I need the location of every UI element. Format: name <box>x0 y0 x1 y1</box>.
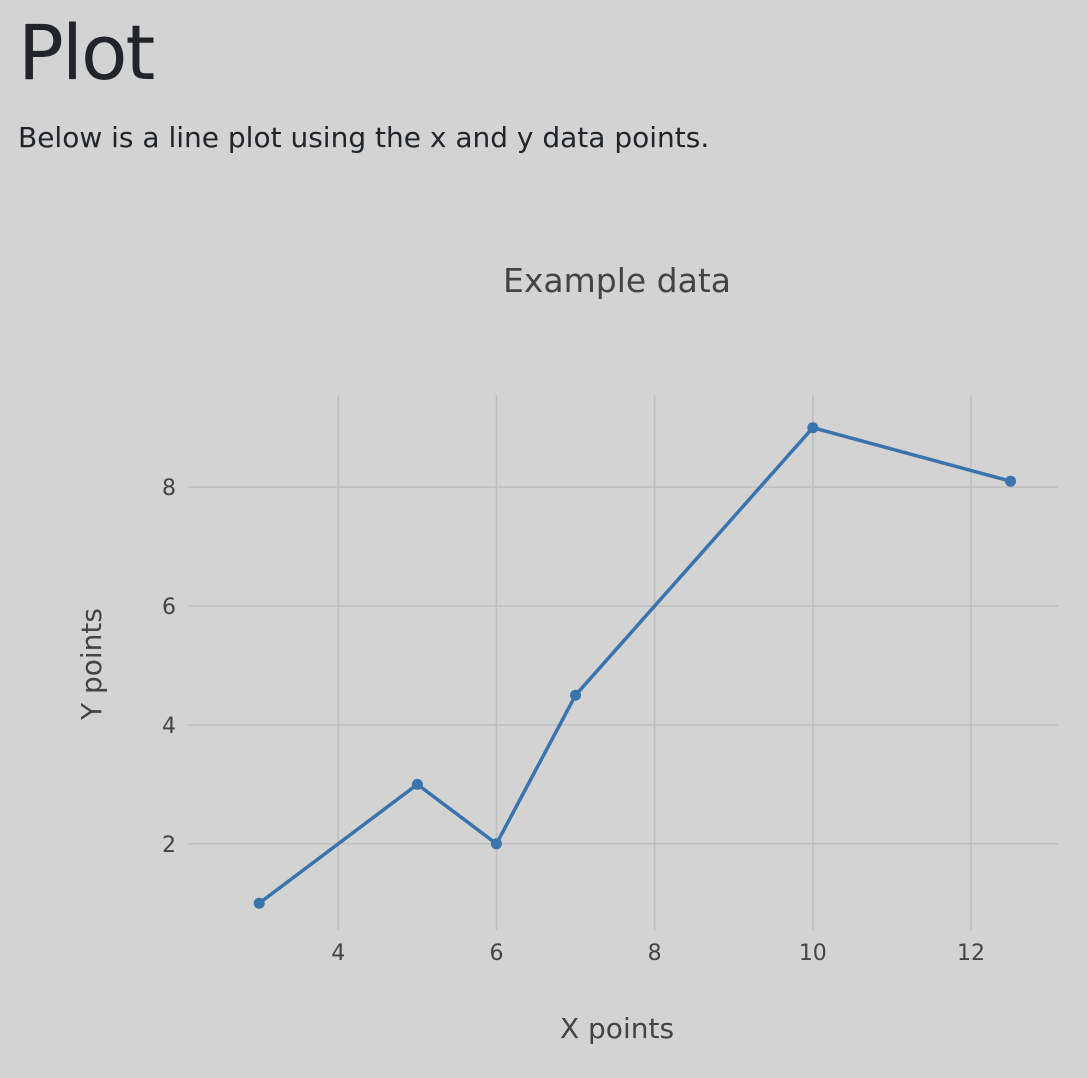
y-tick-label: 8 <box>162 476 176 501</box>
x-axis-label: X points <box>560 1012 674 1045</box>
data-point <box>1005 475 1017 487</box>
x-gridlines <box>337 395 972 930</box>
y-axis-label: Y points <box>75 608 108 721</box>
x-tick-label: 4 <box>331 941 345 966</box>
y-gridlines <box>188 486 1058 845</box>
x-tick-labels: 4 6 8 10 12 <box>331 941 985 966</box>
y-tick-label: 2 <box>162 833 176 858</box>
y-tick-label: 4 <box>162 714 176 739</box>
y-tick-label: 6 <box>162 595 176 620</box>
data-point <box>490 838 502 850</box>
x-tick-label: 8 <box>648 941 662 966</box>
series-line <box>257 425 1013 905</box>
x-tick-label: 10 <box>799 941 827 966</box>
page-title: Plot <box>18 8 155 97</box>
intro-text: Below is a line plot using the x and y d… <box>18 121 710 154</box>
data-point <box>411 778 423 790</box>
x-tick-label: 6 <box>489 941 503 966</box>
x-tick-label: 12 <box>957 941 985 966</box>
chart-title: Example data <box>503 261 731 300</box>
data-point <box>807 422 819 434</box>
y-tick-labels: 2 4 6 8 <box>162 476 176 858</box>
data-point <box>253 897 265 909</box>
series-group <box>253 422 1017 909</box>
data-point <box>570 689 582 701</box>
